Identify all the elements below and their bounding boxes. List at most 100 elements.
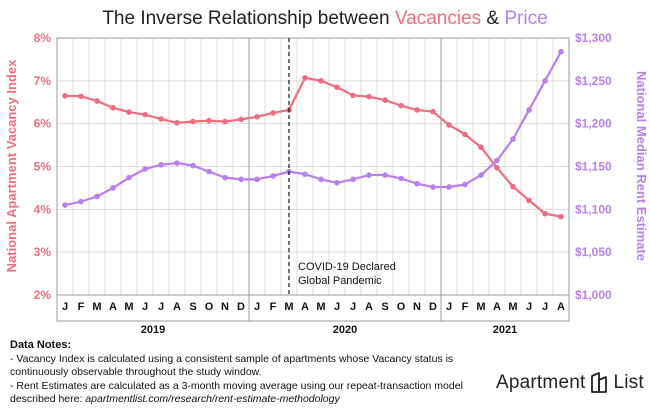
rent-point <box>110 185 116 191</box>
gridlines <box>56 37 570 296</box>
rent-point <box>94 193 100 200</box>
vacancy-point <box>510 183 516 190</box>
rent-point <box>398 175 404 182</box>
vacancy-point <box>206 117 212 124</box>
logo-text-right: List <box>613 372 644 393</box>
logo-text-left: Apartment <box>496 372 586 393</box>
x-tick-label: A <box>365 301 373 313</box>
x-tick-label: F <box>462 301 469 313</box>
vacancy-point <box>302 75 308 81</box>
rent-point <box>510 136 516 142</box>
y-left-tick-label: 2% <box>34 288 52 302</box>
x-tick-label: S <box>381 301 388 313</box>
x-tick-label: M <box>476 301 485 313</box>
y-left-tick-label: 6% <box>34 117 52 131</box>
x-tick-label: J <box>254 301 260 313</box>
vacancy-point <box>430 108 436 115</box>
rent-point <box>350 176 356 183</box>
vacancy-point <box>446 122 452 128</box>
vacancy-point <box>78 93 84 100</box>
vacancy-point <box>350 92 356 99</box>
rent-point <box>158 161 164 168</box>
x-tick-label: A <box>493 301 501 313</box>
covid-annotation-line2: Global Pandemic <box>298 275 382 287</box>
vacancy-point <box>238 116 244 123</box>
rent-point <box>526 107 532 113</box>
x-tick-label: J <box>158 301 164 313</box>
vacancy-point <box>126 109 132 115</box>
x-axis-year-labels: 2019 2020 2021 <box>141 324 517 336</box>
y-right-tick-label: $1,200 <box>575 117 612 131</box>
x-tick-label: J <box>446 301 452 313</box>
y-left-tick-label: 3% <box>34 245 52 259</box>
year-label: 2019 <box>141 324 165 336</box>
x-tick-label: M <box>92 301 101 313</box>
rent-point <box>462 181 468 188</box>
vacancy-point <box>558 213 564 220</box>
vacancy-point <box>478 144 484 151</box>
apartment-list-icon <box>591 372 608 393</box>
x-tick-label: O <box>397 301 406 313</box>
x-tick-label: A <box>173 301 181 313</box>
notes-line-1: - Vacancy Index is calculated using a co… <box>10 352 454 365</box>
rent-point <box>206 168 212 175</box>
vacancy-point <box>366 93 372 100</box>
title-price: Price <box>504 8 547 29</box>
y-left-tick-label: 7% <box>34 74 52 88</box>
x-tick-label: J <box>62 301 68 313</box>
rent-point <box>62 202 68 208</box>
x-tick-label: J <box>350 301 356 313</box>
year-label: 2021 <box>493 324 517 336</box>
x-tick-label: A <box>301 301 309 313</box>
title-amp: & <box>481 8 504 29</box>
vacancy-point <box>526 197 532 204</box>
vacancy-point <box>174 120 180 126</box>
title-vacancies: Vacancies <box>395 8 481 29</box>
methodology-url: apartmentlist.com/research/rent-estimate… <box>85 393 340 406</box>
vacancy-point <box>142 111 148 118</box>
vacancy-point <box>494 164 500 171</box>
x-tick-label: J <box>526 301 532 313</box>
vacancy-point <box>334 84 340 91</box>
x-tick-label: S <box>189 301 196 313</box>
y-right-tick-label: $1,300 <box>575 31 612 45</box>
x-tick-label: M <box>284 301 293 313</box>
x-tick-label: J <box>142 301 148 313</box>
x-tick-label: J <box>542 301 548 313</box>
rent-point <box>302 171 308 178</box>
vacancy-point <box>414 107 420 113</box>
x-tick-label: M <box>316 301 325 313</box>
vacancy-point <box>158 116 164 122</box>
vacancy-point <box>110 105 116 111</box>
notes-line-4-prefix: described here: <box>10 393 86 406</box>
y-right-tick-label: $1,100 <box>575 202 612 216</box>
series-layer <box>62 48 564 220</box>
x-tick-label: D <box>237 301 245 313</box>
x-tick-label: M <box>124 301 133 313</box>
rent-point <box>478 172 484 178</box>
x-tick-label: O <box>205 301 214 313</box>
rent-point <box>174 160 180 166</box>
vacancy-point <box>398 102 404 109</box>
x-tick-label: D <box>429 301 437 313</box>
rent-point <box>254 176 260 183</box>
vacancy-point <box>382 97 388 103</box>
y-right-tick-label: $1,000 <box>575 288 612 302</box>
vacancy-point <box>542 210 548 217</box>
notes-heading: Data Notes: <box>10 339 72 351</box>
notes-line-4: described here: apartmentlist.com/resear… <box>10 393 530 407</box>
chart-title: The Inverse Relationship between Vacanci… <box>102 8 547 29</box>
x-tick-label: F <box>78 301 85 313</box>
vacancy-point <box>270 110 276 116</box>
rent-point <box>78 198 84 205</box>
rent-point <box>334 179 340 186</box>
y-axis-right-label: National Median Rent Estimate <box>634 71 649 261</box>
y-right-tick-label: $1,250 <box>575 74 612 88</box>
y-axis-right-ticks: $1,000 $1,050 $1,100 $1,150 $1,200 $1,250 $1,3… <box>575 31 612 302</box>
x-tick-label: J <box>334 301 340 313</box>
y-right-tick-label: $1,150 <box>575 160 612 174</box>
rent-point <box>190 162 196 169</box>
y-right-tick-label: $1,050 <box>575 245 612 259</box>
rent-point <box>222 174 228 181</box>
title-prefix: The Inverse Relationship between <box>102 8 395 29</box>
